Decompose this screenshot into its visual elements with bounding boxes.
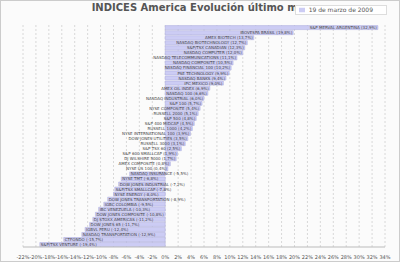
svg-text:-18%: -18% [42,254,55,260]
svg-text:DOW JONES COMPOSITE (-10,8%): DOW JONES COMPOSITE (-10,8%) [96,211,164,217]
svg-text:26%: 26% [328,254,339,260]
svg-text:NASDAQ TELECOMMUNICATIONS (11,: NASDAQ TELECOMMUNICATIONS (11,1%) [153,55,236,61]
svg-text:NASDAQ FINANCIAL 100 (10,2%): NASDAQ FINANCIAL 100 (10,2%) [164,65,231,71]
svg-text:RUSSELL 3000 (3,1%): RUSSELL 3000 (3,1%) [140,141,185,147]
svg-text:IBC VENEZUELA (-10,3%): IBC VENEZUELA (-10,3%) [99,206,151,212]
svg-text:S&P 500 (4,8%): S&P 500 (4,8%) [163,115,196,121]
svg-text:NYSE US 100 (0,4%): NYSE US 100 (0,4%) [126,166,167,172]
svg-text:22%: 22% [302,254,313,260]
svg-text:S&P 100 (5,7%): S&P 100 (5,7%) [169,100,202,106]
svg-text:S&P 600 SMALLCAP (1,9%): S&P 600 SMALLCAP (1,9%) [122,151,177,157]
svg-text:DOW JONES INDUSTRIAL (-7,2%): DOW JONES INDUSTRIAL (-7,2%) [119,181,185,187]
svg-text:DOW JONES TRANSPORTATION (-8,9: DOW JONES TRANSPORTATION (-8,9%) [108,196,186,202]
html-text:INDICES America Evolución últi: INDICES America Evolución último mes [91,2,311,13]
svg-text:S&P MERVAL ARGENTINA (32,9%): S&P MERVAL ARGENTINA (32,9%) [310,25,378,30]
svg-text:S&P/TSX SMALLCAP (-7,8%): S&P/TSX SMALLCAP (-7,8%) [115,186,172,192]
svg-text:2%: 2% [174,254,182,260]
svg-text:IBOVESPA BRASIL (19,8%): IBOVESPA BRASIL (19,8%) [240,30,293,36]
svg-text:-6%: -6% [122,254,132,260]
svg-text:NASDAQ 100 (6,6%): NASDAQ 100 (6,6%) [166,90,207,96]
svg-text:-12%: -12% [81,254,94,260]
svg-text:32%: 32% [367,254,378,260]
svg-text:DOW JONES 65 (-11,7%): DOW JONES 65 (-11,7%) [90,221,140,227]
svg-text:-8%: -8% [109,254,119,260]
svg-text:NYSE TMT (-6,8%): NYSE TMT (-6,8%) [122,176,159,182]
svg-text:NYSE INTERNATIONAL 100 (3,9%): NYSE INTERNATIONAL 100 (3,9%) [122,131,190,137]
svg-text:DJ WILSHIRE 5000 (1,7%): DJ WILSHIRE 5000 (1,7%) [124,156,176,162]
svg-text:AMEX COMPOSITE (0,8%): AMEX COMPOSITE (0,8%) [118,161,170,167]
svg-text:IPC MEXICO (9,0%): IPC MEXICO (9,0%) [184,80,223,86]
svg-text:RUSSELL 1000 (4,2%): RUSSELL 1000 (4,2%) [147,126,192,131]
svg-text:8%: 8% [213,254,221,260]
svg-text:-10%: -10% [94,254,107,260]
svg-text:-4%: -4% [134,254,144,260]
svg-text:18%: 18% [276,254,287,260]
svg-text:DJ STOXX AMERICAS (-11,2%): DJ STOXX AMERICAS (-11,2%) [93,216,154,222]
svg-text:AMEX OIL INDEX (6,9%): AMEX OIL INDEX (6,9%) [161,85,209,91]
svg-text:AMEX BIOTECH (13,7%): AMEX BIOTECH (13,7%) [205,35,253,41]
svg-text:NASDAQ BANKS (9,4%): NASDAQ BANKS (9,4%) [178,75,225,81]
svg-text:S&P/TSX CANADIAN (12,3%): S&P/TSX CANADIAN (12,3%) [187,45,244,51]
svg-text:DOW JONES UTILITIES (3,5%): DOW JONES UTILITIES (3,5%) [128,136,187,142]
svg-text:14%: 14% [250,254,261,260]
html-text:19 de marzo de 2009: 19 de marzo de 2009 [308,6,373,13]
svg-text:NASDAQ TRANSPORTATION (-12,9%): NASDAQ TRANSPORTATION (-12,9%) [82,232,156,237]
svg-text:6%: 6% [200,254,208,260]
svg-text:16%: 16% [263,254,274,260]
svg-text:4%: 4% [187,254,195,260]
svg-text:34%: 34% [379,254,390,260]
svg-text:NYSE COMPOSITE (5,4%): NYSE COMPOSITE (5,4%) [149,105,200,111]
svg-text:NASDAQ INSURANCE (-5,5%): NASDAQ INSURANCE (-5,5%) [130,171,189,177]
svg-text:0%: 0% [161,254,169,260]
svg-text:S&P TSX 60 (2,5%): S&P TSX 60 (2,5%) [142,146,181,152]
svg-text:CTFONDO (-15,7%): CTFONDO (-15,7%) [64,237,104,242]
svg-text:NYSE ENERGY (-8,0%): NYSE ENERGY (-8,0%) [114,191,159,197]
svg-text:IGBVL PERU (-12,4%): IGBVL PERU (-12,4%) [86,226,129,232]
svg-text:PSE TECHNOLOGY (9,9%): PSE TECHNOLOGY (9,9%) [177,70,229,76]
svg-text:S&P 400 MIDCAP (4,5%): S&P 400 MIDCAP (4,5%) [144,121,194,126]
svg-text:24%: 24% [315,254,326,260]
svg-text:NASDAQ INDUSTRIAL (6,0%): NASDAQ INDUSTRIAL (6,0%) [146,95,203,101]
svg-text:-22%: -22% [17,254,30,260]
svg-text:-14%: -14% [68,254,81,260]
svg-text:RUSSELL 2000 (5,1%): RUSSELL 2000 (5,1%) [153,110,198,116]
svg-text:-20%: -20% [29,254,42,260]
svg-text:10%: 10% [224,254,235,260]
svg-text:NASDAQ BIOTECHNOLOGY (12,7%): NASDAQ BIOTECHNOLOGY (12,7%) [176,40,247,46]
svg-text:30%: 30% [354,254,365,260]
svg-text:NASDAQ COMPUTER (12,0%): NASDAQ COMPUTER (12,0%) [183,50,242,56]
svg-text:20%: 20% [289,254,300,260]
svg-text:S&P/TSX VENTURE (-19,4%): S&P/TSX VENTURE (-19,4%) [41,242,97,247]
svg-text:IGBC COLOMBIA (-9,5%): IGBC COLOMBIA (-9,5%) [104,201,154,207]
svg-text:12%: 12% [237,254,248,260]
svg-text:-16%: -16% [55,254,68,260]
svg-text:28%: 28% [341,254,352,260]
svg-text:NASDAQ COMPOSITE (10,5%): NASDAQ COMPOSITE (10,5%) [173,60,233,66]
svg-text:-2%: -2% [147,254,157,260]
